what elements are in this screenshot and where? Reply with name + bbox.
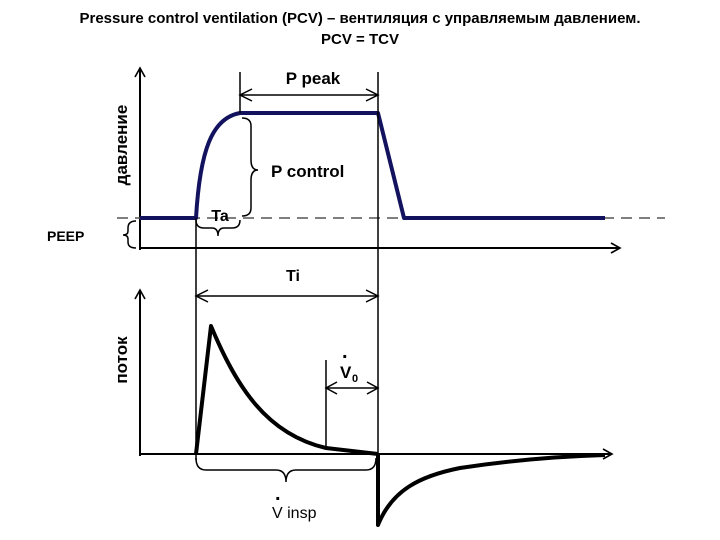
pcontrol-brace [241,117,259,217]
ti-dimension: Ti [194,268,380,303]
diagram-title: Pressure control ventilation (PCV) – вен… [0,8,720,50]
v0-dot: . [342,341,348,363]
peep-label: PEEP [47,228,84,244]
ti-arrowhead-left [194,289,209,303]
v0-label: V [340,363,352,382]
v0-arrowhead-left [324,381,338,395]
pressure-graph: P peak P control Ta PEEP давление [47,66,665,462]
ta-label: Ta [211,208,229,225]
pressure-curve [140,111,605,220]
title-line-2: PCV = TCV [321,31,399,48]
pressure-axis-label: давление [112,105,131,186]
ppeak-label: P peak [286,69,341,88]
vinsp-label: V insp [272,505,317,522]
ti-arrowhead-right [365,289,380,303]
ta-brace [195,219,241,237]
title-line-1: Pressure control ventilation (PCV) – вен… [79,10,641,27]
ti-label: Ti [286,268,300,285]
ppeak-arrowhead-right [365,88,380,102]
flow-graph: . V 0 . V insp поток [112,288,614,527]
pcontrol-label: P control [271,162,344,181]
inspiratory-flow-curve [194,324,379,456]
expiratory-flow-curve [376,453,606,527]
vinsp-dot: . [275,483,281,505]
flow-axis-label: поток [112,336,131,384]
vinsp-brace [195,457,377,483]
v0-subscript: 0 [352,373,358,385]
ppeak-arrowhead-left [238,88,253,102]
v0-arrowhead-right [366,381,380,395]
peep-brace [122,220,137,249]
